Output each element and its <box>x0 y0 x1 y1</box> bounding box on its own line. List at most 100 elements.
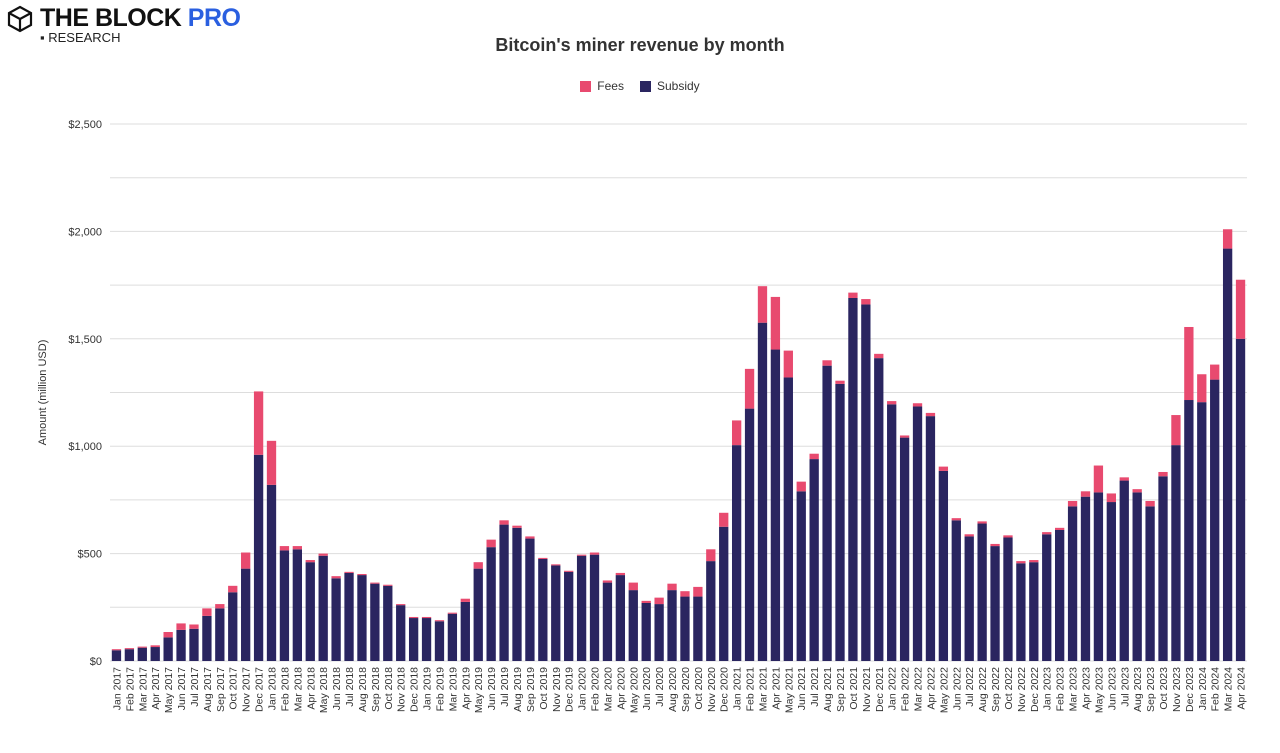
bar-subsidy <box>499 524 509 661</box>
x-tick-label: Feb 2023 <box>1055 667 1067 712</box>
bar-fees <box>1235 279 1246 339</box>
x-tick-label: Feb 2018 <box>279 667 291 712</box>
bar-subsidy <box>770 349 781 661</box>
bar-subsidy <box>887 404 897 661</box>
bar-fees <box>1210 364 1220 380</box>
x-tick-label: May 2021 <box>783 667 795 713</box>
bar-subsidy <box>912 406 923 661</box>
bar-fees <box>357 574 367 576</box>
bar-subsidy <box>447 613 458 661</box>
bar-fees <box>1080 491 1091 497</box>
x-tick-label: May 2018 <box>318 667 330 713</box>
bar-subsidy <box>951 520 961 661</box>
bar-fees <box>770 296 781 350</box>
bar-fees <box>460 598 470 602</box>
chart-legend: Fees Subsidy <box>0 79 1280 93</box>
legend-swatch-subsidy <box>639 80 651 92</box>
bar-subsidy <box>589 554 600 661</box>
y-tick-label: $0 <box>90 656 102 668</box>
bar-fees <box>1222 229 1233 249</box>
x-tick-label: Feb 2024 <box>1210 667 1222 712</box>
bar-subsidy <box>783 377 793 661</box>
bar-subsidy <box>383 585 393 661</box>
bar-fees <box>576 554 587 556</box>
bar-fees <box>228 585 238 593</box>
bar-subsidy <box>1003 537 1013 661</box>
x-tick-label: Jul 2023 <box>1119 667 1131 707</box>
x-tick-label: Jul 2018 <box>344 667 356 707</box>
x-tick-label: Apr 2021 <box>770 667 782 710</box>
x-tick-label: Sep 2020 <box>680 667 692 712</box>
bar-subsidy <box>938 470 949 661</box>
x-tick-label: Mar 2017 <box>137 667 149 712</box>
bar-fees <box>938 466 949 471</box>
bar-subsidy <box>512 527 522 661</box>
x-tick-label: Sep 2023 <box>1145 667 1157 712</box>
bar-subsidy <box>1171 445 1181 661</box>
bar-fees <box>1197 374 1207 403</box>
bar-subsidy <box>796 491 806 661</box>
bar-fees <box>266 440 277 485</box>
bar-subsidy <box>628 590 638 661</box>
bar-subsidy <box>1145 506 1155 661</box>
x-tick-label: Jan 2017 <box>111 667 123 710</box>
cube-logo-icon <box>7 5 33 32</box>
bar-subsidy <box>202 615 212 661</box>
bar-fees <box>408 616 419 619</box>
x-tick-label: Apr 2023 <box>1080 667 1092 710</box>
bar-fees <box>667 583 677 591</box>
x-tick-label: Oct 2023 <box>1158 667 1170 710</box>
legend-label-fees: Fees <box>597 79 624 93</box>
bar-subsidy <box>344 572 354 661</box>
bar-subsidy <box>1055 529 1065 661</box>
bar-subsidy <box>460 601 470 661</box>
bar-fees <box>318 553 328 556</box>
bar-fees <box>641 600 651 604</box>
bar-fees <box>137 646 147 648</box>
bar-fees <box>150 645 160 648</box>
x-tick-label: Apr 2022 <box>925 667 937 710</box>
x-tick-label: Jan 2018 <box>267 667 279 710</box>
bar-fees <box>602 580 613 583</box>
bar-fees <box>1184 326 1194 401</box>
x-tick-label: Aug 2019 <box>512 667 524 712</box>
bar-fees <box>253 391 264 455</box>
x-tick-label: Jun 2020 <box>641 667 653 710</box>
bar-subsidy <box>744 408 755 661</box>
x-tick-label: Jul 2017 <box>189 667 201 707</box>
x-tick-label: Mar 2019 <box>447 667 459 712</box>
bar-subsidy <box>163 637 173 661</box>
x-tick-label: Jan 2020 <box>577 667 589 710</box>
bar-fees <box>822 360 832 366</box>
legend-swatch-fees <box>580 80 592 92</box>
x-tick-label: Feb 2019 <box>434 667 446 712</box>
bar-fees <box>744 368 755 409</box>
bar-fees <box>344 571 354 573</box>
bar-fees <box>383 584 393 586</box>
bar-subsidy <box>1210 379 1220 661</box>
bar-subsidy <box>1080 496 1091 661</box>
bar-fees <box>951 518 961 521</box>
x-tick-label: Sep 2018 <box>370 667 382 712</box>
bar-subsidy <box>1106 502 1116 661</box>
x-tick-label: Jul 2021 <box>809 667 821 707</box>
bar-fees <box>693 586 703 597</box>
bar-subsidy <box>874 358 884 661</box>
bar-subsidy <box>111 650 122 661</box>
bar-fees <box>124 648 135 650</box>
x-tick-label: Jan 2022 <box>887 667 899 710</box>
bar-fees <box>396 604 406 606</box>
bar-subsidy <box>1042 534 1052 661</box>
bar-fees <box>279 546 290 551</box>
bar-subsidy <box>137 647 147 661</box>
bar-subsidy <box>538 558 548 661</box>
x-tick-label: Nov 2017 <box>241 667 253 712</box>
bar-subsidy <box>279 550 290 661</box>
bar-subsidy <box>757 322 768 661</box>
x-tick-label: Aug 2018 <box>357 667 369 712</box>
bar-subsidy <box>408 618 419 661</box>
x-tick-label: Nov 2023 <box>1171 667 1183 712</box>
bar-subsidy <box>899 437 910 661</box>
x-tick-label: Mar 2022 <box>913 667 925 712</box>
bar-subsidy <box>228 592 238 661</box>
